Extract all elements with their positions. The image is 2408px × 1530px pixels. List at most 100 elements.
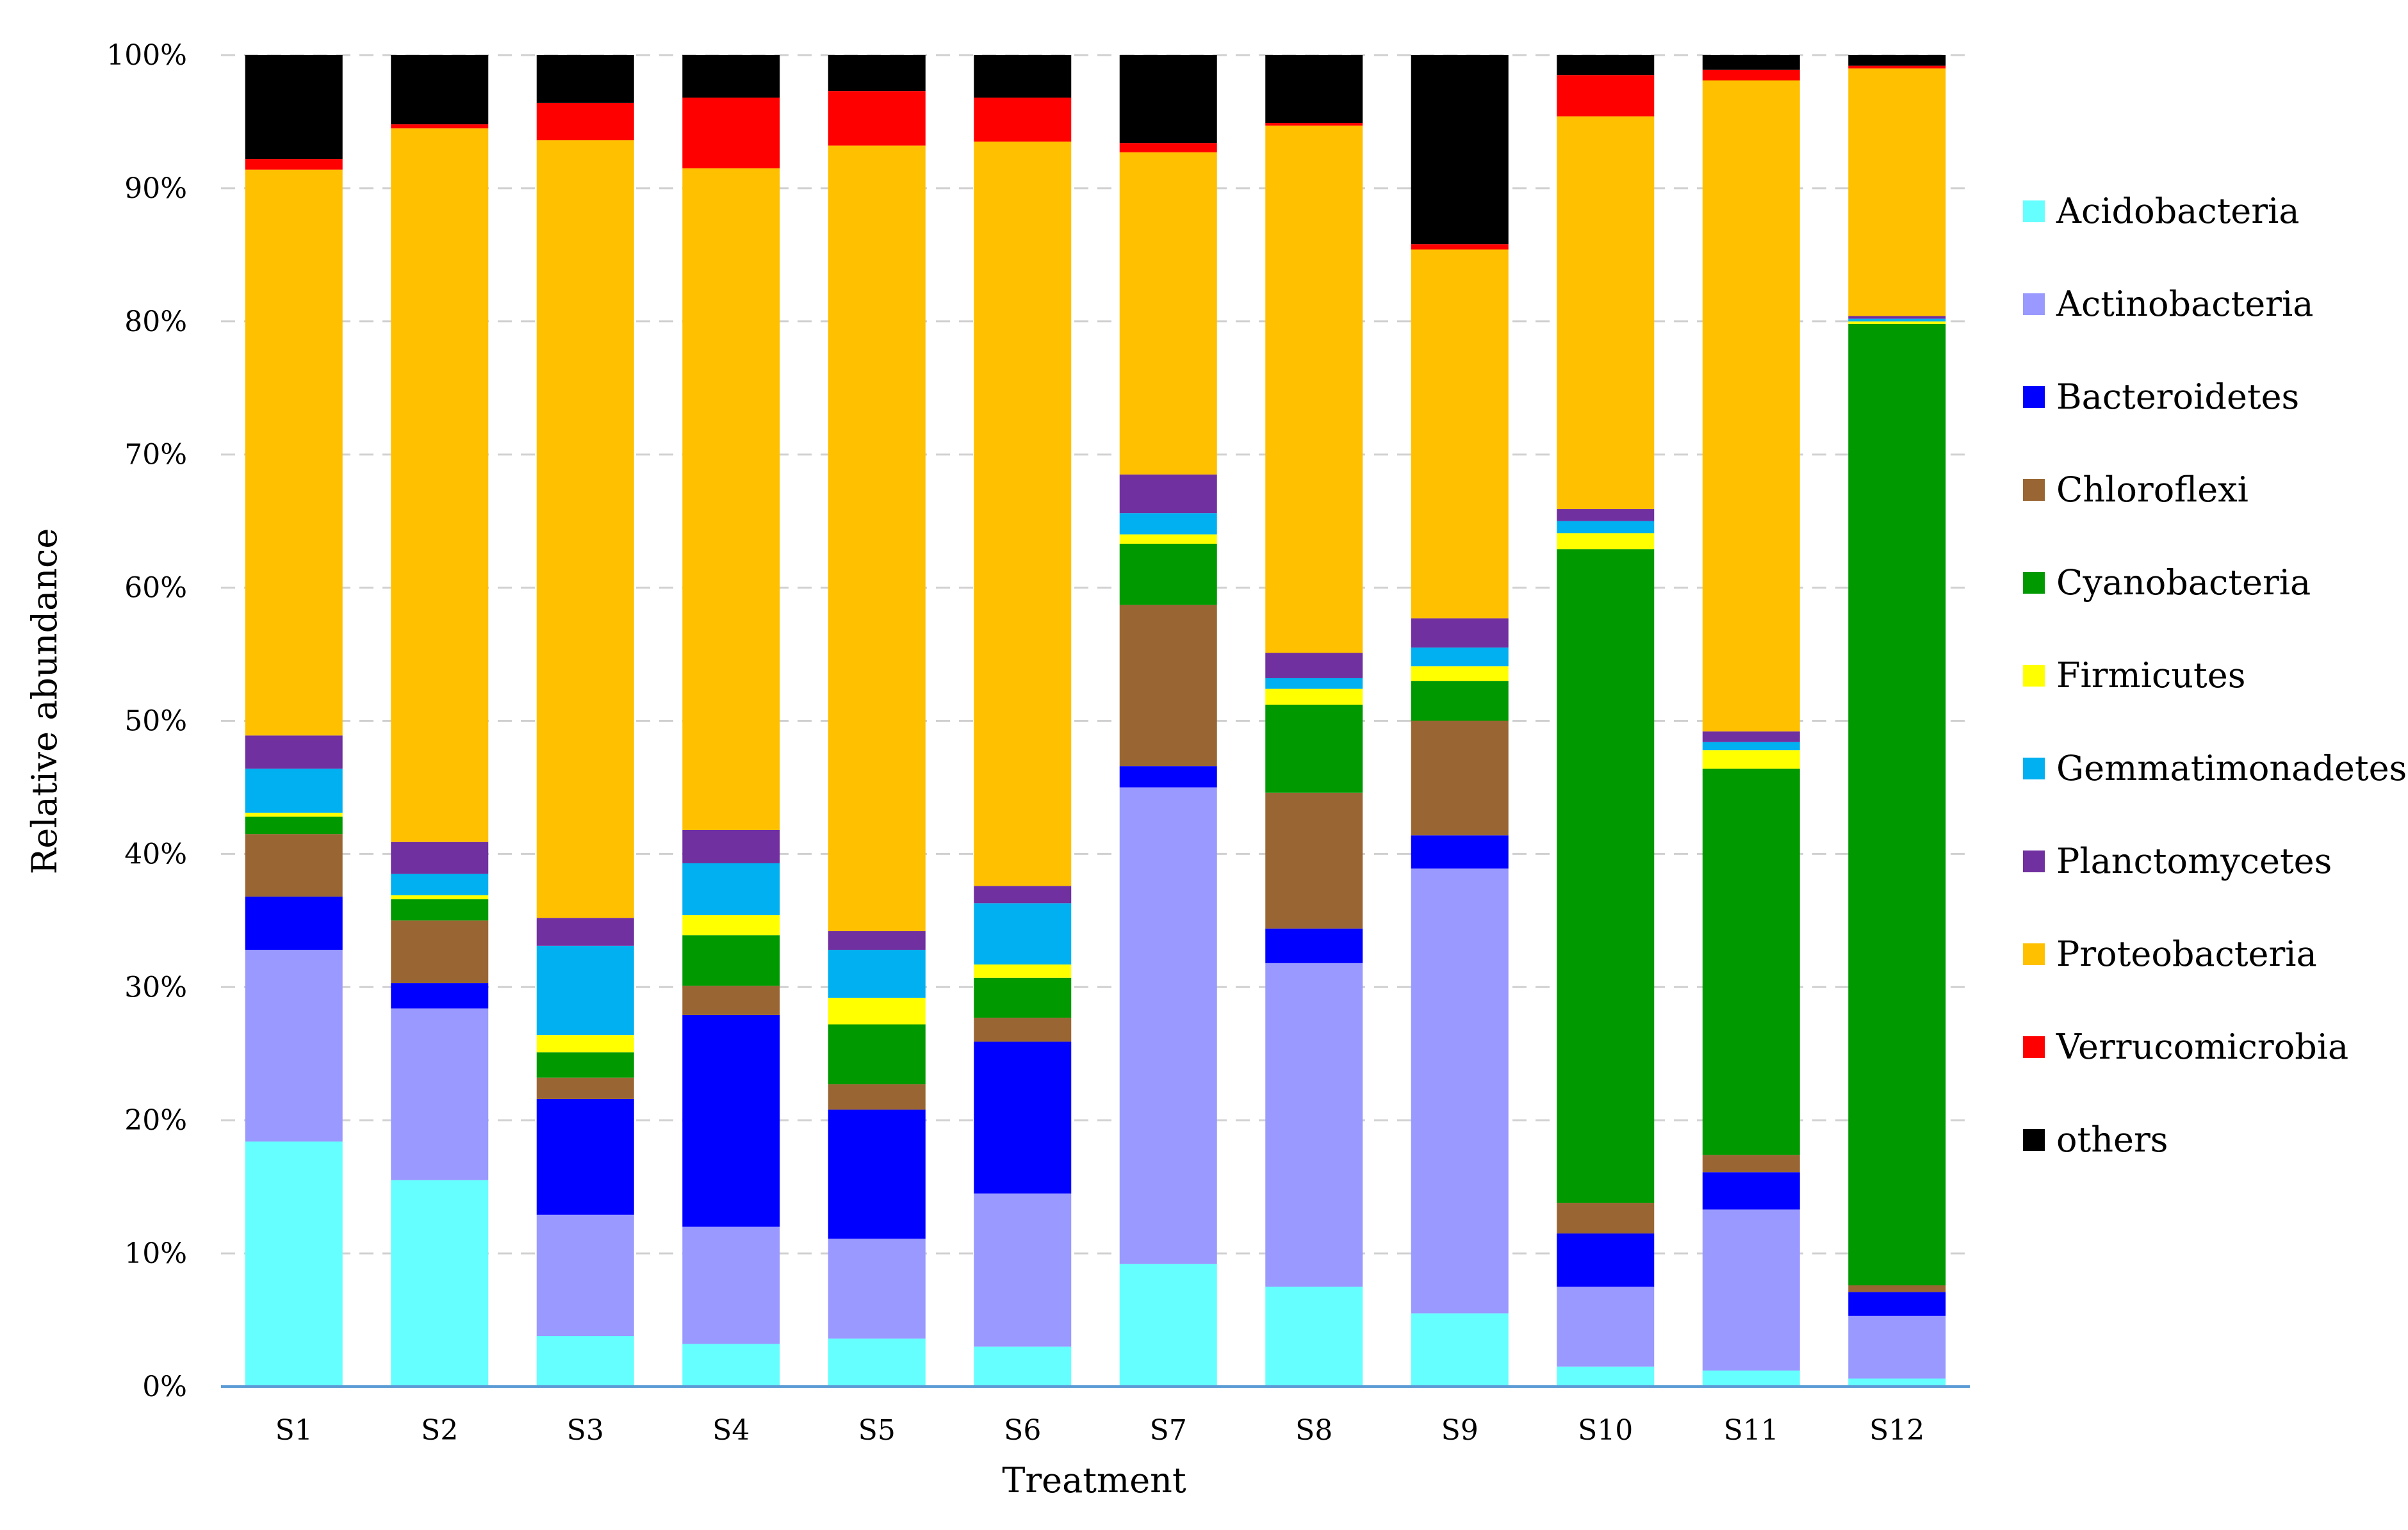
bar-segment-proteobacteria <box>682 168 780 830</box>
bar-segment-chloroflexi <box>1702 1155 1800 1173</box>
legend-label: Gemmatimonadetes <box>2056 748 2407 788</box>
bar-segment-planctomycetes <box>974 886 1072 904</box>
bar-segment-chloroflexi <box>536 1077 634 1099</box>
bar-segment-firmicutes <box>974 964 1072 978</box>
legend-label: Bacteroidetes <box>2056 377 2299 417</box>
bar-segment-others <box>1702 55 1800 70</box>
bar-segment-verrucomicrobia <box>682 97 780 168</box>
bar-segment-actinobacteria <box>536 1214 634 1336</box>
bar-segment-proteobacteria <box>1119 152 1217 475</box>
y-tick-label: 20% <box>124 1104 187 1137</box>
y-tick-label: 10% <box>124 1237 187 1270</box>
bar-segment-cyanobacteria <box>682 935 780 986</box>
x-tick-label: S1 <box>275 1414 313 1447</box>
bar-segment-chloroflexi <box>828 1084 926 1110</box>
bar-segment-others <box>682 55 780 98</box>
bar-segment-planctomycetes <box>1411 618 1509 648</box>
bar-segment-others <box>974 55 1072 98</box>
bar-segment-others <box>536 55 634 103</box>
bar-segment-gemmatimonadetes <box>1702 742 1800 751</box>
bar-segment-planctomycetes <box>391 842 489 874</box>
legend-swatch-bacteroidetes <box>2023 386 2045 408</box>
x-axis-title: Treatment <box>1002 1460 1186 1501</box>
y-tick-label: 80% <box>124 305 187 338</box>
bar-segment-verrucomicrobia <box>1702 69 1800 81</box>
bars <box>245 55 1946 1387</box>
bar-segment-bacteroidetes <box>1411 835 1509 869</box>
bar-segment-firmicutes <box>1265 688 1363 705</box>
bar-segment-firmicutes <box>536 1035 634 1053</box>
bar-segment-actinobacteria <box>391 1008 489 1180</box>
bar-segment-bacteroidetes <box>536 1098 634 1215</box>
bar-segment-cyanobacteria <box>391 899 489 921</box>
bar-segment-bacteroidetes <box>682 1014 780 1227</box>
legend-label: Proteobacteria <box>2056 934 2317 974</box>
bar-segment-cyanobacteria <box>974 977 1072 1018</box>
bar-segment-planctomycetes <box>1119 474 1217 514</box>
bar-segment-firmicutes <box>1848 321 1946 324</box>
bar-segment-cyanobacteria <box>1265 704 1363 793</box>
x-tick-label: S6 <box>1004 1414 1041 1447</box>
bar-segment-cyanobacteria <box>1557 549 1655 1203</box>
bar-segment-actinobacteria <box>1848 1315 1946 1379</box>
bar-segment-actinobacteria <box>245 950 343 1142</box>
x-tick-label: S7 <box>1150 1414 1187 1447</box>
legend-swatch-chloroflexi <box>2023 479 2045 501</box>
bar-segment-bacteroidetes <box>1119 766 1217 788</box>
bar-segment-verrucomicrobia <box>1119 143 1217 152</box>
bar-segment-proteobacteria <box>1557 116 1655 509</box>
legend-swatch-cyanobacteria <box>2023 572 2045 594</box>
legend-swatch-gemmatimonadetes <box>2023 758 2045 779</box>
bar-segment-gemmatimonadetes <box>1848 318 1946 321</box>
bar-segment-others <box>1848 55 1946 66</box>
bar-segment-gemmatimonadetes <box>974 903 1072 964</box>
bar-segment-gemmatimonadetes <box>1119 513 1217 535</box>
bar-segment-acidobacteria <box>1848 1378 1946 1387</box>
bar-segment-bacteroidetes <box>391 983 489 1009</box>
bar-segment-others <box>391 55 489 125</box>
bar-segment-acidobacteria <box>1119 1264 1217 1387</box>
bar-segment-planctomycetes <box>245 735 343 769</box>
y-tick-label: 40% <box>124 838 187 870</box>
x-tick-label: S3 <box>567 1414 604 1447</box>
x-tick-label: S8 <box>1295 1414 1332 1447</box>
bar-segment-planctomycetes <box>1848 316 1946 319</box>
bar-segment-planctomycetes <box>1702 731 1800 742</box>
legend-label: Firmicutes <box>2056 655 2245 696</box>
bar-segment-proteobacteria <box>1848 68 1946 316</box>
bar-segment-chloroflexi <box>682 986 780 1015</box>
legend-swatch-verrucomicrobia <box>2023 1036 2045 1058</box>
bar-segment-verrucomicrobia <box>828 91 926 146</box>
x-tick-label: S5 <box>858 1414 896 1447</box>
bar-segment-gemmatimonadetes <box>536 945 634 1036</box>
bar-segment-proteobacteria <box>974 142 1072 886</box>
bar-segment-cyanobacteria <box>828 1024 926 1085</box>
legend-label: Chloroflexi <box>2056 469 2248 510</box>
bar-segment-planctomycetes <box>1557 509 1655 521</box>
y-tick-label: 100% <box>106 39 187 72</box>
bar-segment-others <box>1119 55 1217 143</box>
bar-segment-chloroflexi <box>1848 1285 1946 1292</box>
bar-segment-others <box>1557 55 1655 76</box>
bar-segment-verrucomicrobia <box>391 124 489 129</box>
legend-swatch-firmicutes <box>2023 665 2045 687</box>
bar-segment-gemmatimonadetes <box>245 769 343 813</box>
bar-segment-acidobacteria <box>974 1346 1072 1387</box>
bar-segment-chloroflexi <box>245 834 343 897</box>
bar-segment-acidobacteria <box>828 1339 926 1387</box>
bar-segment-verrucomicrobia <box>1557 75 1655 117</box>
bar-segment-firmicutes <box>682 915 780 936</box>
x-tick-label: S9 <box>1441 1414 1478 1447</box>
bar-segment-cyanobacteria <box>1119 543 1217 605</box>
bar-segment-cyanobacteria <box>1848 323 1946 1285</box>
y-tick-label: 90% <box>124 172 187 205</box>
bar-segment-verrucomicrobia <box>974 97 1072 142</box>
legend-swatch-acidobacteria <box>2023 200 2045 222</box>
bar-segment-firmicutes <box>1119 534 1217 544</box>
bar-segment-firmicutes <box>1702 750 1800 769</box>
y-axis-title: Relative abundance <box>24 528 65 875</box>
bar-segment-proteobacteria <box>245 169 343 736</box>
bar-segment-planctomycetes <box>536 918 634 946</box>
